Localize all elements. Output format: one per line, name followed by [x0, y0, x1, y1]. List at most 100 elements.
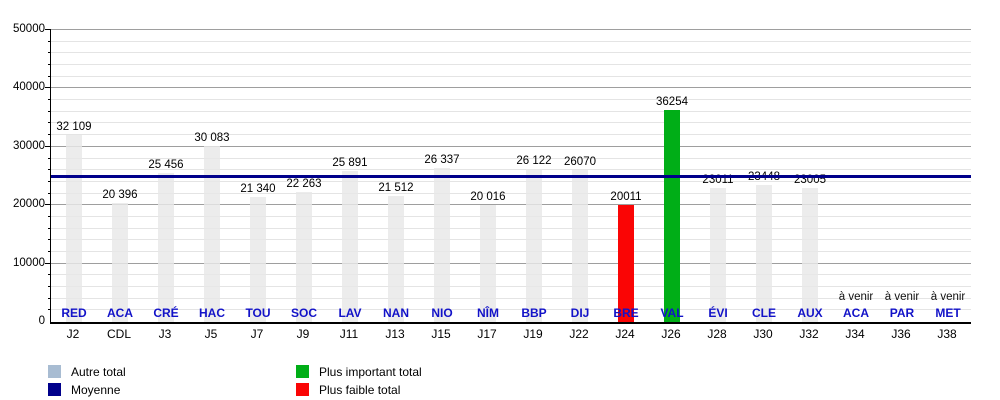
day-label: J24: [615, 327, 635, 341]
bar: [572, 169, 588, 322]
bar: [204, 146, 220, 322]
day-label: J19: [523, 327, 543, 341]
legend-column-2: Plus important total Plus faible total: [296, 363, 422, 399]
y-axis-tick: [48, 297, 51, 299]
major-gridline: [51, 262, 971, 264]
bar-highest: [664, 110, 680, 322]
legend-swatch-plus-faible-total: [296, 383, 309, 396]
club-code-label: NÎM: [477, 306, 499, 320]
category-slot: à venir ACA: [833, 30, 879, 322]
y-axis-tick: [48, 274, 51, 276]
bar-value-label: 25 891: [332, 156, 368, 169]
bar: [66, 134, 82, 322]
club-code-label: TOU: [245, 306, 271, 320]
bar-value-label: 25 456: [148, 159, 184, 172]
y-axis-tick-label: 30000: [13, 139, 45, 152]
bar-value-label: 21 512: [378, 182, 414, 195]
y-axis-tick: [48, 157, 51, 159]
minor-gridline: [51, 192, 971, 194]
club-code-label: ACA: [843, 306, 869, 320]
plot-area: 0 10000 20000 30000 40000 50000 32 109 RED 20 39…: [13, 23, 971, 327]
club-code-label: BRE: [613, 306, 639, 320]
legend-item-plus-important-total: Plus important total: [296, 363, 422, 380]
day-label: J9: [296, 327, 310, 341]
category-slot: 25 891 LAV: [327, 30, 373, 322]
y-axis-tick-label: 40000: [13, 81, 45, 94]
day-label: J36: [891, 327, 911, 341]
major-gridline: [51, 29, 971, 30]
category-slot: 20 396 ACA: [97, 30, 143, 322]
day-label: J2: [66, 327, 80, 341]
y-axis-tick: [48, 227, 51, 229]
club-code-label: ACA: [107, 306, 133, 320]
major-gridline: [51, 204, 971, 206]
bar: [434, 168, 450, 322]
club-code-label: ÉVI: [708, 306, 728, 320]
bar: [710, 187, 726, 322]
y-axis-tick: [45, 262, 51, 264]
y-axis-tick: [48, 215, 51, 217]
category-slot: 23448CLE: [741, 30, 787, 322]
category-slot: 21 512 NAN: [373, 30, 419, 322]
y-axis-tick: [48, 250, 51, 252]
legend-label-plus-faible-total: Plus faible total: [319, 382, 401, 397]
bar-value-label: 26 337: [424, 154, 460, 167]
legend-label-moyenne: Moyenne: [71, 382, 121, 397]
minor-gridline: [51, 52, 971, 54]
club-code-label: CLE: [752, 306, 776, 320]
minor-gridline: [51, 75, 971, 77]
category-slot: 26 122 BBP: [511, 30, 557, 322]
bar-value-label: 21 340: [240, 183, 276, 196]
club-code-label: RED: [61, 306, 87, 320]
y-axis-tick: [48, 40, 51, 42]
club-code-label: LAV: [338, 306, 362, 320]
minor-gridline: [51, 110, 971, 112]
y-axis-tick: [45, 29, 51, 30]
club-code-label: BBP: [521, 306, 547, 320]
y-axis-tick: [48, 286, 51, 287]
minor-gridline: [51, 64, 971, 65]
y-axis-tick: [48, 64, 51, 65]
bar-value-label: 36254: [656, 96, 688, 109]
y-axis-tick: [48, 192, 51, 194]
club-code-label: CRÉ: [153, 306, 179, 320]
minor-gridline: [51, 99, 971, 101]
category-slot: 23005 AUX: [787, 30, 833, 322]
category-slot: à venir PAR: [879, 30, 925, 322]
category-slot: 22 263 SOC: [281, 30, 327, 322]
legend-label-plus-important-total: Plus important total: [319, 364, 422, 379]
bar-value-label: 20 016: [470, 191, 506, 204]
major-gridline: [51, 145, 971, 147]
legend-column-1: Autre total Moyenne: [48, 363, 126, 399]
day-label: J13: [385, 327, 405, 341]
minor-gridline: [51, 286, 971, 287]
day-label: J30: [753, 327, 773, 341]
y-axis-tick: [48, 134, 51, 136]
day-label: J5: [204, 327, 218, 341]
minor-gridline: [51, 122, 971, 124]
y-axis-tick: [45, 204, 51, 206]
bar-value-label: 30 083: [194, 132, 230, 145]
y-axis-tick-label: 20000: [13, 198, 45, 211]
chart-legend: Autre total Moyenne Plus important total…: [0, 363, 1000, 400]
category-slot: 23011 ÉVI: [695, 30, 741, 322]
minor-gridline: [51, 40, 971, 42]
y-axis-tick: [48, 169, 51, 171]
club-code-label: NIO: [431, 306, 453, 320]
upcoming-label: à venir: [930, 291, 966, 303]
bar-value-label: 26070: [564, 155, 596, 168]
y-axis-tick: [48, 99, 51, 101]
day-label: J32: [799, 327, 819, 341]
category-slot: 36254 VAL: [649, 30, 695, 322]
minor-gridline: [51, 215, 971, 217]
club-code-label: DIJ: [570, 306, 590, 320]
minor-gridline: [51, 297, 971, 299]
average-line: [51, 174, 971, 178]
minor-gridline: [51, 169, 971, 171]
minor-gridline: [51, 134, 971, 136]
y-axis-tick: [48, 239, 51, 241]
bar: [342, 170, 358, 322]
bar: [526, 169, 542, 322]
club-code-label: VAL: [660, 306, 684, 320]
